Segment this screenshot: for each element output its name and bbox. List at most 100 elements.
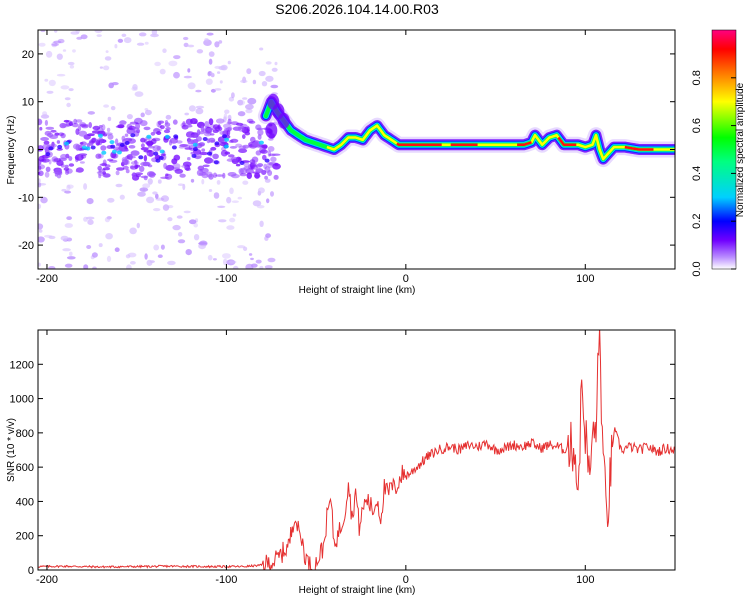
heatmap-noise-blob: [252, 79, 257, 85]
heatmap-noise-core: [90, 145, 96, 150]
heatmap-noise-blob: [38, 223, 44, 230]
spectrogram-y-ticks: -20 -10 0 10 20: [18, 49, 675, 252]
heatmap-noise-blob: [139, 165, 145, 172]
heatmap-noise-blob: [246, 172, 252, 179]
heatmap-noise-blob: [39, 126, 43, 131]
heatmap-noise-blob: [201, 148, 206, 152]
heatmap-noise-blob: [147, 178, 153, 185]
snr-frame: [37, 329, 676, 571]
heatmap-noise-blob: [183, 36, 189, 41]
heatmap-noise-blob: [87, 111, 96, 115]
heatmap-noise-blob: [219, 130, 228, 136]
spectrogram-x-ticks: -200 -100 0 100: [36, 30, 594, 285]
heatmap-noise-core: [173, 134, 179, 139]
heatmap-noise-blob: [178, 232, 183, 237]
heatmap-noise-blob: [108, 82, 114, 89]
heatmap-noise-blob: [38, 182, 42, 188]
spectrogram-y-tick-label: 20: [22, 49, 34, 61]
heatmap-noise-blob: [208, 137, 216, 143]
heatmap-noise-blob: [116, 167, 125, 171]
heatmap-noise-blob: [92, 125, 101, 131]
colorbar-gradient: [711, 29, 737, 270]
heatmap-noise-blob: [189, 134, 198, 138]
heatmap-noise-blob: [40, 137, 49, 141]
heatmap-noise-blob: [227, 172, 237, 177]
heatmap-noise-blob: [242, 97, 248, 100]
heatmap-noise-blob: [160, 153, 167, 156]
heatmap-noise-blob: [199, 151, 209, 156]
heatmap-noise-blob: [183, 42, 189, 48]
heatmap-noise-blob: [212, 129, 219, 134]
heatmap-noise-blob: [140, 112, 145, 118]
heatmap-noise-blob: [222, 253, 231, 259]
heatmap-noise-blob: [115, 170, 120, 176]
heatmap-noise-blob: [229, 217, 236, 223]
heatmap-noise-blob: [183, 144, 191, 149]
heatmap-noise-blob: [245, 108, 253, 114]
heatmap-noise-blob: [117, 38, 124, 43]
heatmap-noise-blob: [218, 40, 223, 44]
spectrogram-noise: [38, 30, 281, 269]
heatmap-noise-blob: [156, 131, 162, 135]
heatmap-noise-core: [153, 151, 159, 156]
colorbar-tick-label: 0.4: [691, 166, 703, 181]
heatmap-noise-blob: [42, 111, 48, 117]
heatmap-noise-blob: [121, 158, 129, 165]
heatmap-noise-blob: [138, 32, 147, 37]
heatmap-noise-blob: [159, 68, 166, 75]
heatmap-noise-blob: [273, 174, 279, 180]
heatmap-noise-blob: [46, 90, 54, 94]
heatmap-noise-blob: [67, 184, 74, 189]
heatmap-noise-blob: [114, 44, 118, 49]
heatmap-noise-blob: [187, 44, 195, 48]
heatmap-noise-blob: [139, 187, 149, 192]
heatmap-noise-blob: [77, 125, 82, 132]
heatmap-noise-blob: [224, 127, 228, 132]
heatmap-noise-blob: [65, 120, 73, 127]
figure-title: S206.2026.104.14.00.R03: [275, 1, 439, 17]
heatmap-noise-blob: [206, 32, 214, 36]
snr-x-tick-label: -100: [215, 574, 237, 586]
heatmap-noise-blob: [45, 166, 51, 172]
heatmap-noise-blob: [38, 42, 46, 47]
heatmap-noise-blob: [60, 235, 69, 241]
heatmap-noise-core: [124, 141, 130, 145]
heatmap-noise-blob: [124, 133, 129, 137]
heatmap-noise-blob: [48, 79, 56, 87]
heatmap-noise-blob: [80, 154, 87, 159]
heatmap-noise-blob: [174, 168, 184, 174]
heatmap-noise-blob: [235, 163, 241, 167]
heatmap-noise-blob: [167, 217, 173, 222]
heatmap-noise-blob: [64, 97, 71, 101]
heatmap-noise-blob: [122, 165, 129, 170]
heatmap-noise-blob: [184, 164, 191, 171]
heatmap-noise-blob: [274, 61, 278, 66]
heatmap-noise-blob: [147, 145, 155, 149]
heatmap-noise-blob: [155, 193, 159, 199]
heatmap-noise-blob: [235, 122, 244, 126]
heatmap-noise-blob: [265, 61, 272, 65]
heatmap-noise-blob: [106, 255, 112, 262]
heatmap-noise-blob: [252, 200, 262, 207]
heatmap-noise-blob: [201, 178, 205, 185]
heatmap-noise-core: [146, 134, 152, 139]
heatmap-noise-blob: [219, 80, 223, 84]
heatmap-noise-blob: [183, 75, 192, 79]
heatmap-noise-blob: [250, 136, 256, 143]
heatmap-noise-blob: [38, 165, 42, 171]
heatmap-noise-blob: [228, 154, 235, 158]
heatmap-noise-blob: [165, 127, 171, 131]
heatmap-noise-blob: [165, 164, 175, 171]
heatmap-noise-blob: [98, 168, 102, 173]
heatmap-noise-blob: [187, 68, 191, 73]
heatmap-noise-blob: [144, 108, 149, 111]
heatmap-noise-blob: [105, 233, 113, 240]
heatmap-noise-blob: [83, 183, 88, 190]
heatmap-noise-blob: [185, 118, 193, 126]
heatmap-noise-blob: [96, 171, 105, 174]
heatmap-noise-blob: [60, 153, 68, 160]
heatmap-noise-blob: [159, 125, 165, 130]
heatmap-noise-core: [138, 155, 144, 160]
heatmap-noise-blob: [143, 149, 153, 153]
heatmap-noise-blob: [238, 148, 248, 153]
